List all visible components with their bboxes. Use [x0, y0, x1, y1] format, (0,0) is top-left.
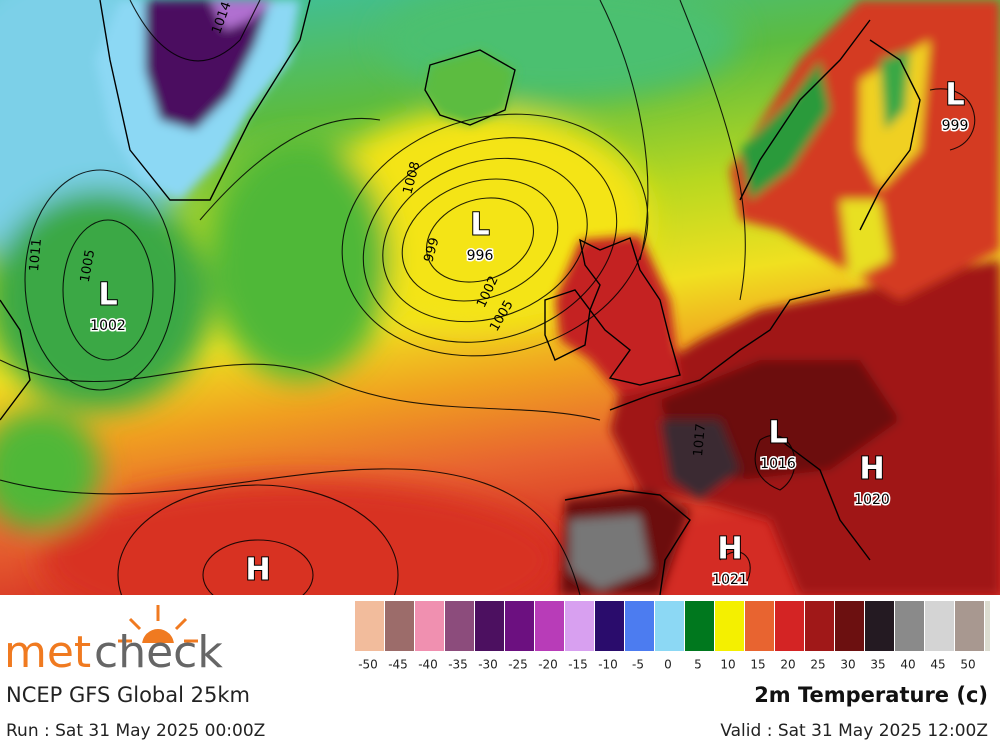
legend-label: -20	[538, 658, 558, 672]
pressure-symbol: L	[470, 208, 489, 243]
pressure-value: 1016	[760, 456, 796, 472]
legend-label: -10	[598, 658, 618, 672]
legend-label: 10	[720, 658, 735, 672]
pressure-symbol: H	[859, 452, 884, 487]
contour-label: 1005	[78, 248, 99, 283]
legend-label: -25	[508, 658, 528, 672]
contour-label: 999	[422, 236, 443, 264]
valid-time: Valid : Sat 31 May 2025 12:00Z	[720, 721, 988, 741]
legend-label: -5	[632, 658, 644, 672]
color-swatch	[595, 601, 624, 651]
color-swatch	[925, 601, 954, 651]
pressure-symbol: L	[98, 278, 117, 313]
pressure-symbol: L	[768, 416, 787, 451]
legend-label: 25	[810, 658, 825, 672]
legend-label: -30	[478, 658, 498, 672]
brand-second: check	[94, 627, 223, 675]
color-legend: -50 -45 -40 -35 -30 -25 -20 -15 -10 -5 0 5 10 15 20 25 3…	[355, 601, 990, 672]
pressure-symbol: L	[945, 78, 964, 113]
logo: met check	[4, 605, 230, 675]
pressure-value: 1002	[90, 318, 126, 334]
contour-label: 1017	[691, 423, 709, 457]
legend-label: 30	[840, 658, 855, 672]
legend-label: -50	[358, 658, 378, 672]
color-swatch	[415, 601, 444, 651]
color-swatch	[775, 601, 804, 651]
pressure-value: 1021	[712, 572, 748, 588]
legend-label: 40	[900, 658, 915, 672]
color-swatch	[895, 601, 924, 651]
color-swatch	[745, 601, 774, 651]
color-swatch	[505, 601, 534, 651]
color-swatch	[985, 601, 990, 651]
legend-label: 15	[750, 658, 765, 672]
pressure-value: 999	[942, 118, 969, 134]
legend-label: 0	[664, 658, 672, 672]
model-name: NCEP GFS Global 25km	[6, 683, 250, 707]
legend-label: 20	[780, 658, 795, 672]
pressure-symbol: H	[245, 553, 270, 588]
color-swatch	[865, 601, 894, 651]
color-swatch	[445, 601, 474, 651]
legend-label: 35	[870, 658, 885, 672]
pressure-value: 996	[467, 248, 494, 264]
contour-label: 1011	[27, 238, 45, 272]
color-swatch	[385, 601, 414, 651]
field-name: 2m Temperature (c)	[754, 683, 988, 707]
color-swatch	[475, 601, 504, 651]
color-swatch	[955, 601, 984, 651]
color-swatch	[715, 601, 744, 651]
legend-label: -40	[418, 658, 438, 672]
footer: met check NCEP GFS Global 25km Run : Sat…	[0, 595, 1000, 749]
color-swatch	[355, 601, 384, 651]
pressure-value: 1020	[854, 492, 890, 508]
color-swatch	[625, 601, 654, 651]
color-swatch	[805, 601, 834, 651]
color-swatch	[835, 601, 864, 651]
legend-label: -35	[448, 658, 468, 672]
legend-label: 5	[694, 658, 702, 672]
color-swatch	[655, 601, 684, 651]
color-swatch	[535, 601, 564, 651]
brand-first: met	[4, 627, 91, 675]
legend-label: 45	[930, 658, 945, 672]
legend-label: 50	[960, 658, 975, 672]
color-swatch	[685, 601, 714, 651]
color-swatch	[565, 601, 594, 651]
pressure-symbol: H	[717, 532, 742, 567]
legend-label: -45	[388, 658, 408, 672]
run-time: Run : Sat 31 May 2025 00:00Z	[6, 721, 266, 741]
legend-label: -15	[568, 658, 588, 672]
